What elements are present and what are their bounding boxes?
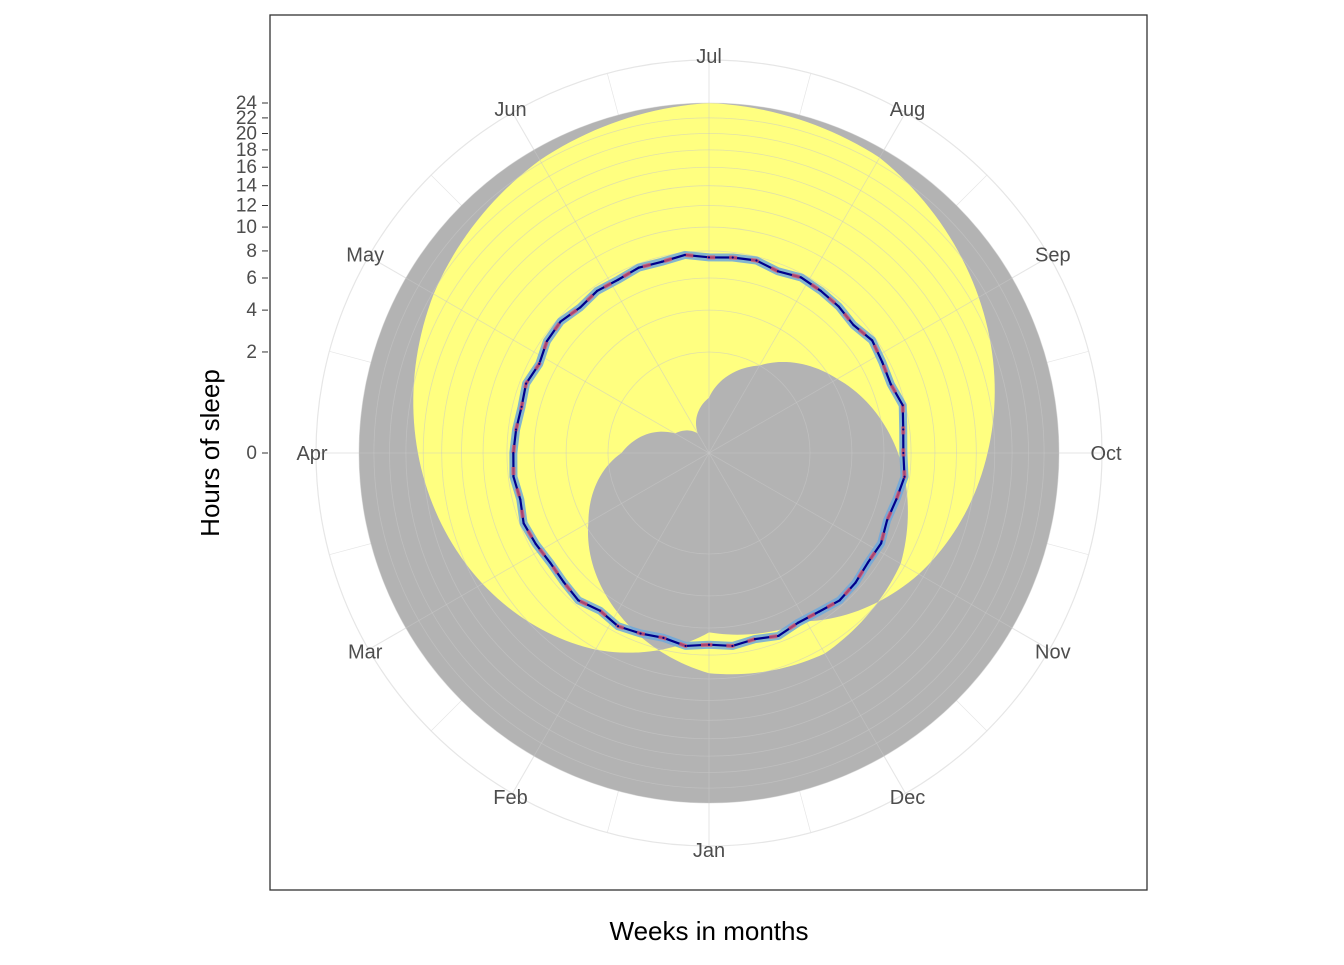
sleep-point-week-48 [817, 610, 820, 613]
month-label-dec: Dec [890, 787, 926, 809]
sleep-point-week-27 [707, 256, 711, 259]
sleep-point-week-49 [796, 621, 800, 624]
month-label-jun: Jun [494, 99, 526, 121]
sleep-point-week-13 [512, 475, 515, 478]
sleep-point-week-50 [777, 634, 780, 638]
month-label-mar: Mar [348, 642, 383, 664]
sleep-point-week-45 [866, 561, 869, 564]
sleep-series [509, 250, 909, 650]
inner-grid-spoke [708, 452, 885, 757]
sleep-point-week-10 [534, 542, 537, 546]
sleep-point-week-32 [819, 289, 822, 293]
sleep-point-week-14 [512, 451, 515, 455]
y-tick-label-16: 16 [236, 157, 257, 178]
y-tick-label-14: 14 [236, 176, 258, 197]
y-tick-label-24: 24 [236, 93, 258, 114]
y-tick-label-4: 4 [246, 300, 257, 321]
sleep-point-week-35 [871, 339, 874, 342]
sleep-point-week-30 [776, 270, 780, 273]
sleep-point-week-38 [901, 404, 904, 407]
sleep-point-week-8 [562, 580, 565, 583]
sleep-point-week-3 [662, 636, 665, 639]
sleep-point-week-43 [885, 519, 889, 522]
sleep-point-week-24 [637, 266, 640, 269]
sleep-point-week-18 [538, 362, 541, 366]
sleep-point-week-41 [903, 475, 906, 478]
inner-grid [358, 102, 1060, 804]
sleep-point-week-17 [524, 382, 528, 385]
y-axis-title: Hours of sleep [195, 369, 225, 537]
inner-grid-spoke [708, 149, 885, 454]
sleep-point-week-5 [616, 625, 620, 628]
sleep-point-week-9 [549, 561, 552, 564]
y-tick-label-20: 20 [236, 123, 257, 144]
y-tick-label-6: 6 [246, 268, 257, 289]
sleep-point-week-20 [559, 320, 562, 323]
sleep-point-week-21 [579, 306, 582, 309]
sleep-point-week-11 [522, 522, 525, 525]
y-tick-label-18: 18 [236, 140, 257, 161]
sleep-point-week-36 [881, 360, 884, 364]
month-label-apr: Apr [296, 443, 327, 465]
sleep-point-week-33 [837, 305, 840, 308]
sleep-point-week-31 [800, 276, 803, 279]
sleep-point-week-25 [660, 260, 663, 263]
month-label-sep: Sep [1035, 245, 1071, 267]
sleep-point-week-12 [519, 498, 522, 501]
sleep-point-week-53 [707, 643, 711, 646]
sleep-point-week-26 [683, 253, 687, 257]
inner-grid-spoke [533, 452, 710, 757]
sleep-point-week-22 [596, 289, 599, 293]
month-label-aug: Aug [890, 99, 926, 121]
sleep-point-week-29 [755, 259, 758, 262]
month-labels: Jan Feb Mar Apr May Jun Jul Aug Sep Oct Nov Dec [296, 46, 1122, 862]
inner-grid-spoke [405, 452, 710, 629]
sleep-point-week-23 [616, 278, 620, 281]
sleep-point-week-34 [852, 323, 855, 327]
month-label-jul: Jul [696, 46, 722, 68]
sleep-point-week-2 [684, 644, 687, 648]
sleep-point-week-46 [854, 581, 857, 584]
y-tick-label-8: 8 [246, 241, 257, 262]
daylight-area [413, 103, 995, 675]
month-label-feb: Feb [493, 787, 527, 809]
x-axis-title: Weeks in months [610, 916, 809, 946]
y-tick-label-2: 2 [246, 342, 257, 363]
sleep-point-week-15 [514, 428, 518, 431]
sleep-point-week-52 [731, 644, 734, 648]
inner-grid-spoke [405, 277, 710, 454]
sleep-point-week-42 [895, 498, 898, 501]
sleep-point-week-6 [599, 609, 602, 612]
sleep-point-week-7 [577, 599, 580, 602]
sleep-point-week-47 [838, 599, 841, 602]
y-tick-label-0: 0 [246, 443, 257, 464]
inner-grid-spoke [708, 277, 1013, 454]
month-label-may: May [346, 245, 384, 267]
daylight-band [413, 103, 995, 675]
month-label-jan: Jan [693, 840, 725, 862]
sleep-point-week-28 [731, 256, 734, 259]
sleep-point-week-51 [753, 638, 756, 641]
sleep-point-week-40 [902, 451, 905, 455]
inner-grid-spoke [533, 149, 710, 454]
y-tick-label-22: 22 [236, 108, 257, 129]
sleep-point-week-19 [545, 340, 549, 343]
sleep-point-week-4 [639, 632, 642, 635]
inner-grid-spoke [708, 452, 1013, 629]
y-tick-label-10: 10 [236, 217, 257, 238]
y-tick-label-12: 12 [236, 196, 257, 217]
month-label-oct: Oct [1090, 443, 1122, 465]
sleep-point-week-16 [520, 405, 523, 408]
month-label-nov: Nov [1035, 642, 1071, 664]
sleep-point-week-39 [902, 428, 905, 431]
sleep-point-week-44 [879, 542, 883, 545]
sleep-point-week-37 [889, 382, 892, 386]
